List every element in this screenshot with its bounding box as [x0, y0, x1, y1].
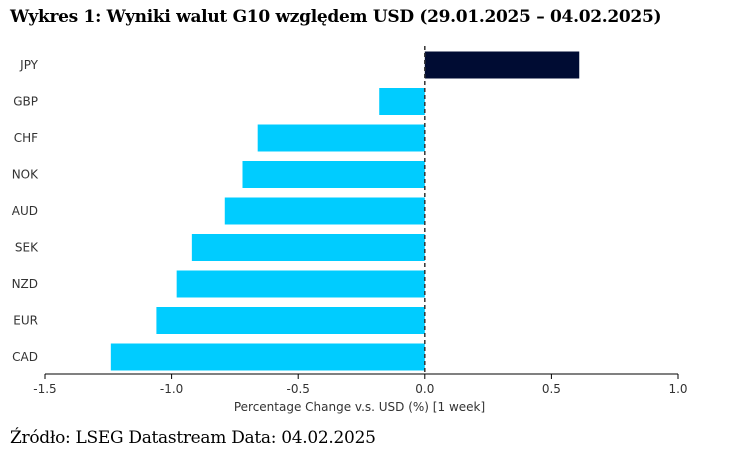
category-label-nok: NOK	[12, 168, 39, 182]
bar-jpy	[424, 51, 580, 79]
x-axis-title: Percentage Change v.s. USD (%) [1 week]	[234, 400, 485, 414]
bar-gbp	[379, 88, 425, 115]
chart-title: Wykres 1: Wyniki walut G10 względem USD …	[10, 7, 662, 27]
bar-nok	[242, 161, 425, 188]
x-tick-label: 1.0	[668, 382, 687, 396]
category-label-eur: EUR	[13, 314, 38, 328]
x-tick-label: -1.0	[160, 382, 183, 396]
bar-cad	[110, 343, 425, 371]
bar-nzd	[176, 270, 425, 298]
x-tick-label: -1.5	[33, 382, 56, 396]
category-label-cad: CAD	[12, 350, 38, 364]
bar-sek	[191, 234, 425, 261]
category-label-chf: CHF	[14, 131, 38, 145]
bar-eur	[156, 307, 425, 334]
x-tick-label: -0.5	[286, 382, 309, 396]
x-axis: -1.5 -1.0 -0.5 0.0 0.5 1.0	[33, 46, 688, 396]
bars-group	[110, 51, 580, 371]
category-label-nzd: NZD	[12, 277, 38, 291]
bar-aud	[224, 197, 425, 225]
source-note: Źródło: LSEG Datastream Data: 04.02.2025	[10, 428, 376, 448]
category-label-sek: SEK	[15, 241, 39, 255]
x-tick-label: 0.0	[415, 382, 434, 396]
category-label-gbp: GBP	[13, 95, 38, 109]
category-labels: JPY GBP CHF NOK AUD SEK NZD EUR CAD	[12, 58, 40, 364]
category-label-aud: AUD	[12, 204, 38, 218]
bar-chf	[257, 124, 425, 152]
x-tick-label: 0.5	[542, 382, 561, 396]
category-label-jpy: JPY	[19, 58, 39, 72]
